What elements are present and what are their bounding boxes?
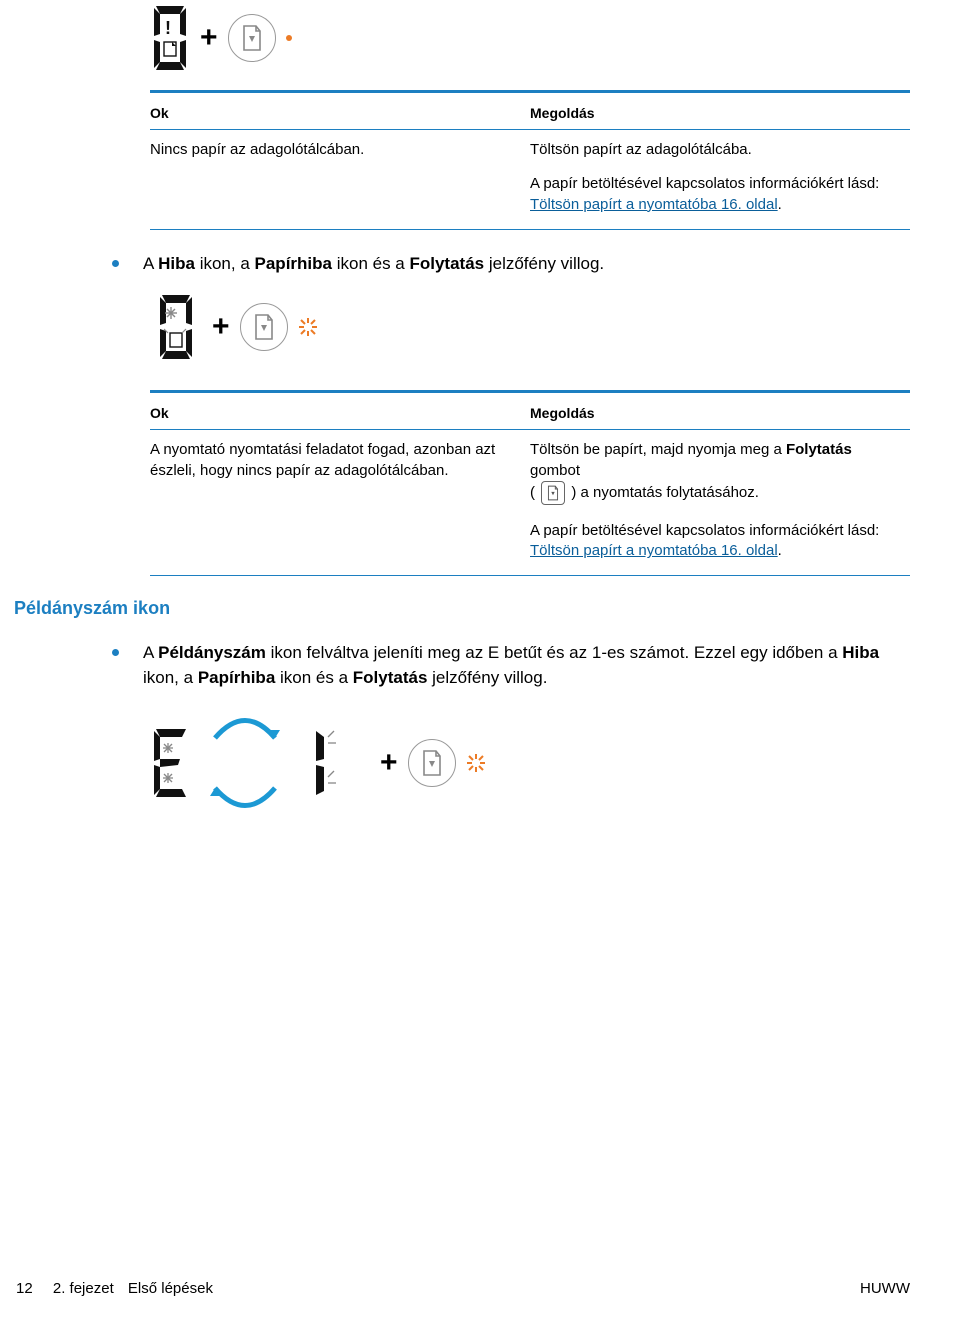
bt1-p3: ikon és a: [332, 254, 410, 273]
table-top-rule: [150, 90, 910, 93]
section-heading: Példányszám ikon: [14, 598, 910, 619]
cause-solution-table-2: Ok Megoldás A nyomtató nyomtatási felada…: [150, 397, 910, 571]
resume-page-icon: [228, 14, 276, 62]
sparkle-icon: [298, 317, 318, 337]
table-top-rule: [150, 390, 910, 393]
t2-sol2: A papír betöltésével kapcsolatos informá…: [530, 521, 902, 562]
resume-page-inline-icon: [541, 481, 565, 505]
plus-icon: +: [200, 21, 218, 55]
chapter-number: 2. fejezet: [53, 1280, 114, 1297]
t1-sol1: Töltsön papírt az adagolótálcába.: [530, 140, 902, 160]
bullet-item-1: A Hiba ikon, a Papírhiba ikon és a Folyt…: [112, 252, 910, 277]
t2s1a: Töltsön be papírt, majd nyomja meg a: [530, 441, 786, 458]
footer-right: HUWW: [860, 1280, 910, 1297]
e1-cycle-icon: [150, 703, 370, 823]
bullet-dot-icon: [112, 260, 119, 267]
th-ok: Ok: [150, 397, 530, 429]
bt2-p5: jelzőfény villog.: [427, 668, 547, 687]
load-paper-link[interactable]: Töltsön papírt a nyomtatóba 16. oldal: [530, 542, 778, 559]
bt2-b2: Hiba: [842, 643, 879, 662]
resume-page-icon: [408, 739, 456, 787]
t1-sol2-prefix: A papír betöltésével kapcsolatos informá…: [530, 175, 879, 192]
bt2-p3: ikon, a: [143, 668, 198, 687]
error-paper-blink-icon: [150, 288, 202, 366]
th-ok: Ok: [150, 97, 530, 129]
icon-row-2: +: [150, 288, 910, 366]
bullet-item-2: A Példányszám ikon felváltva jeleníti me…: [112, 641, 910, 690]
chapter-title: Első lépések: [128, 1280, 213, 1297]
bt1-b3: Folytatás: [409, 254, 484, 273]
bt1-p2: ikon, a: [195, 254, 255, 273]
t2s1e: ) a nyomtatás folytatásához.: [567, 484, 759, 501]
page-footer: 12 2. fejezet Első lépések HUWW: [0, 1280, 960, 1297]
bt1-b1: Hiba: [158, 254, 195, 273]
plus-icon: +: [212, 310, 230, 344]
table-bottom-rule: [150, 229, 910, 230]
t2-cause: A nyomtató nyomtatási feladatot fogad, a…: [150, 430, 530, 571]
bt1-p4: jelzőfény villog.: [484, 254, 604, 273]
bullet-dot-icon: [112, 649, 119, 656]
cycle-arrows-icon: [200, 708, 290, 818]
bt2-p4: ikon és a: [275, 668, 353, 687]
orange-led-icon: [286, 35, 292, 41]
load-paper-link[interactable]: Töltsön papírt a nyomtatóba 16. oldal: [530, 196, 778, 213]
segment-E-icon: [150, 727, 194, 799]
t1-sol2: A papír betöltésével kapcsolatos informá…: [530, 174, 902, 215]
t2s1b: Folytatás: [786, 441, 852, 458]
t2s2p: A papír betöltésével kapcsolatos informá…: [530, 522, 879, 539]
bullet1-text: A Hiba ikon, a Papírhiba ikon és a Folyt…: [143, 252, 604, 277]
bt2-p1: A: [143, 643, 158, 662]
bt2-b3: Papírhiba: [198, 668, 275, 687]
th-megoldas: Megoldás: [530, 97, 910, 129]
t1-cause: Nincs papír az adagolótálcában.: [150, 130, 530, 225]
error-paper-segment-icon: !: [150, 4, 190, 72]
plus-icon: +: [380, 746, 398, 780]
t2s2s: .: [778, 542, 782, 559]
page-number: 12: [16, 1280, 33, 1297]
svg-text:!: !: [165, 18, 171, 38]
icon-row-1: ! +: [150, 4, 910, 72]
bt2-b4: Folytatás: [353, 668, 428, 687]
bullet2-text: A Példányszám ikon felváltva jeleníti me…: [143, 641, 910, 690]
t2-sol1: Töltsön be papírt, majd nyomja meg a Fol…: [530, 440, 902, 505]
t2s1c: gombot: [530, 462, 580, 479]
resume-page-icon: [240, 303, 288, 351]
segment-1-icon: [296, 727, 340, 799]
bt1-b2: Papírhiba: [255, 254, 332, 273]
bt1-p1: A: [143, 254, 158, 273]
t2s1d: (: [530, 484, 539, 501]
t1-sol2-suffix: .: [778, 196, 782, 213]
icon-row-3: +: [150, 703, 910, 823]
bt2-b1: Példányszám: [158, 643, 266, 662]
table-bottom-rule: [150, 575, 910, 576]
cause-solution-table-1: Ok Megoldás Nincs papír az adagolótálcáb…: [150, 97, 910, 225]
bt2-p2: ikon felváltva jeleníti meg az E betűt é…: [266, 643, 842, 662]
sparkle-icon: [466, 753, 486, 773]
th-megoldas: Megoldás: [530, 397, 910, 429]
